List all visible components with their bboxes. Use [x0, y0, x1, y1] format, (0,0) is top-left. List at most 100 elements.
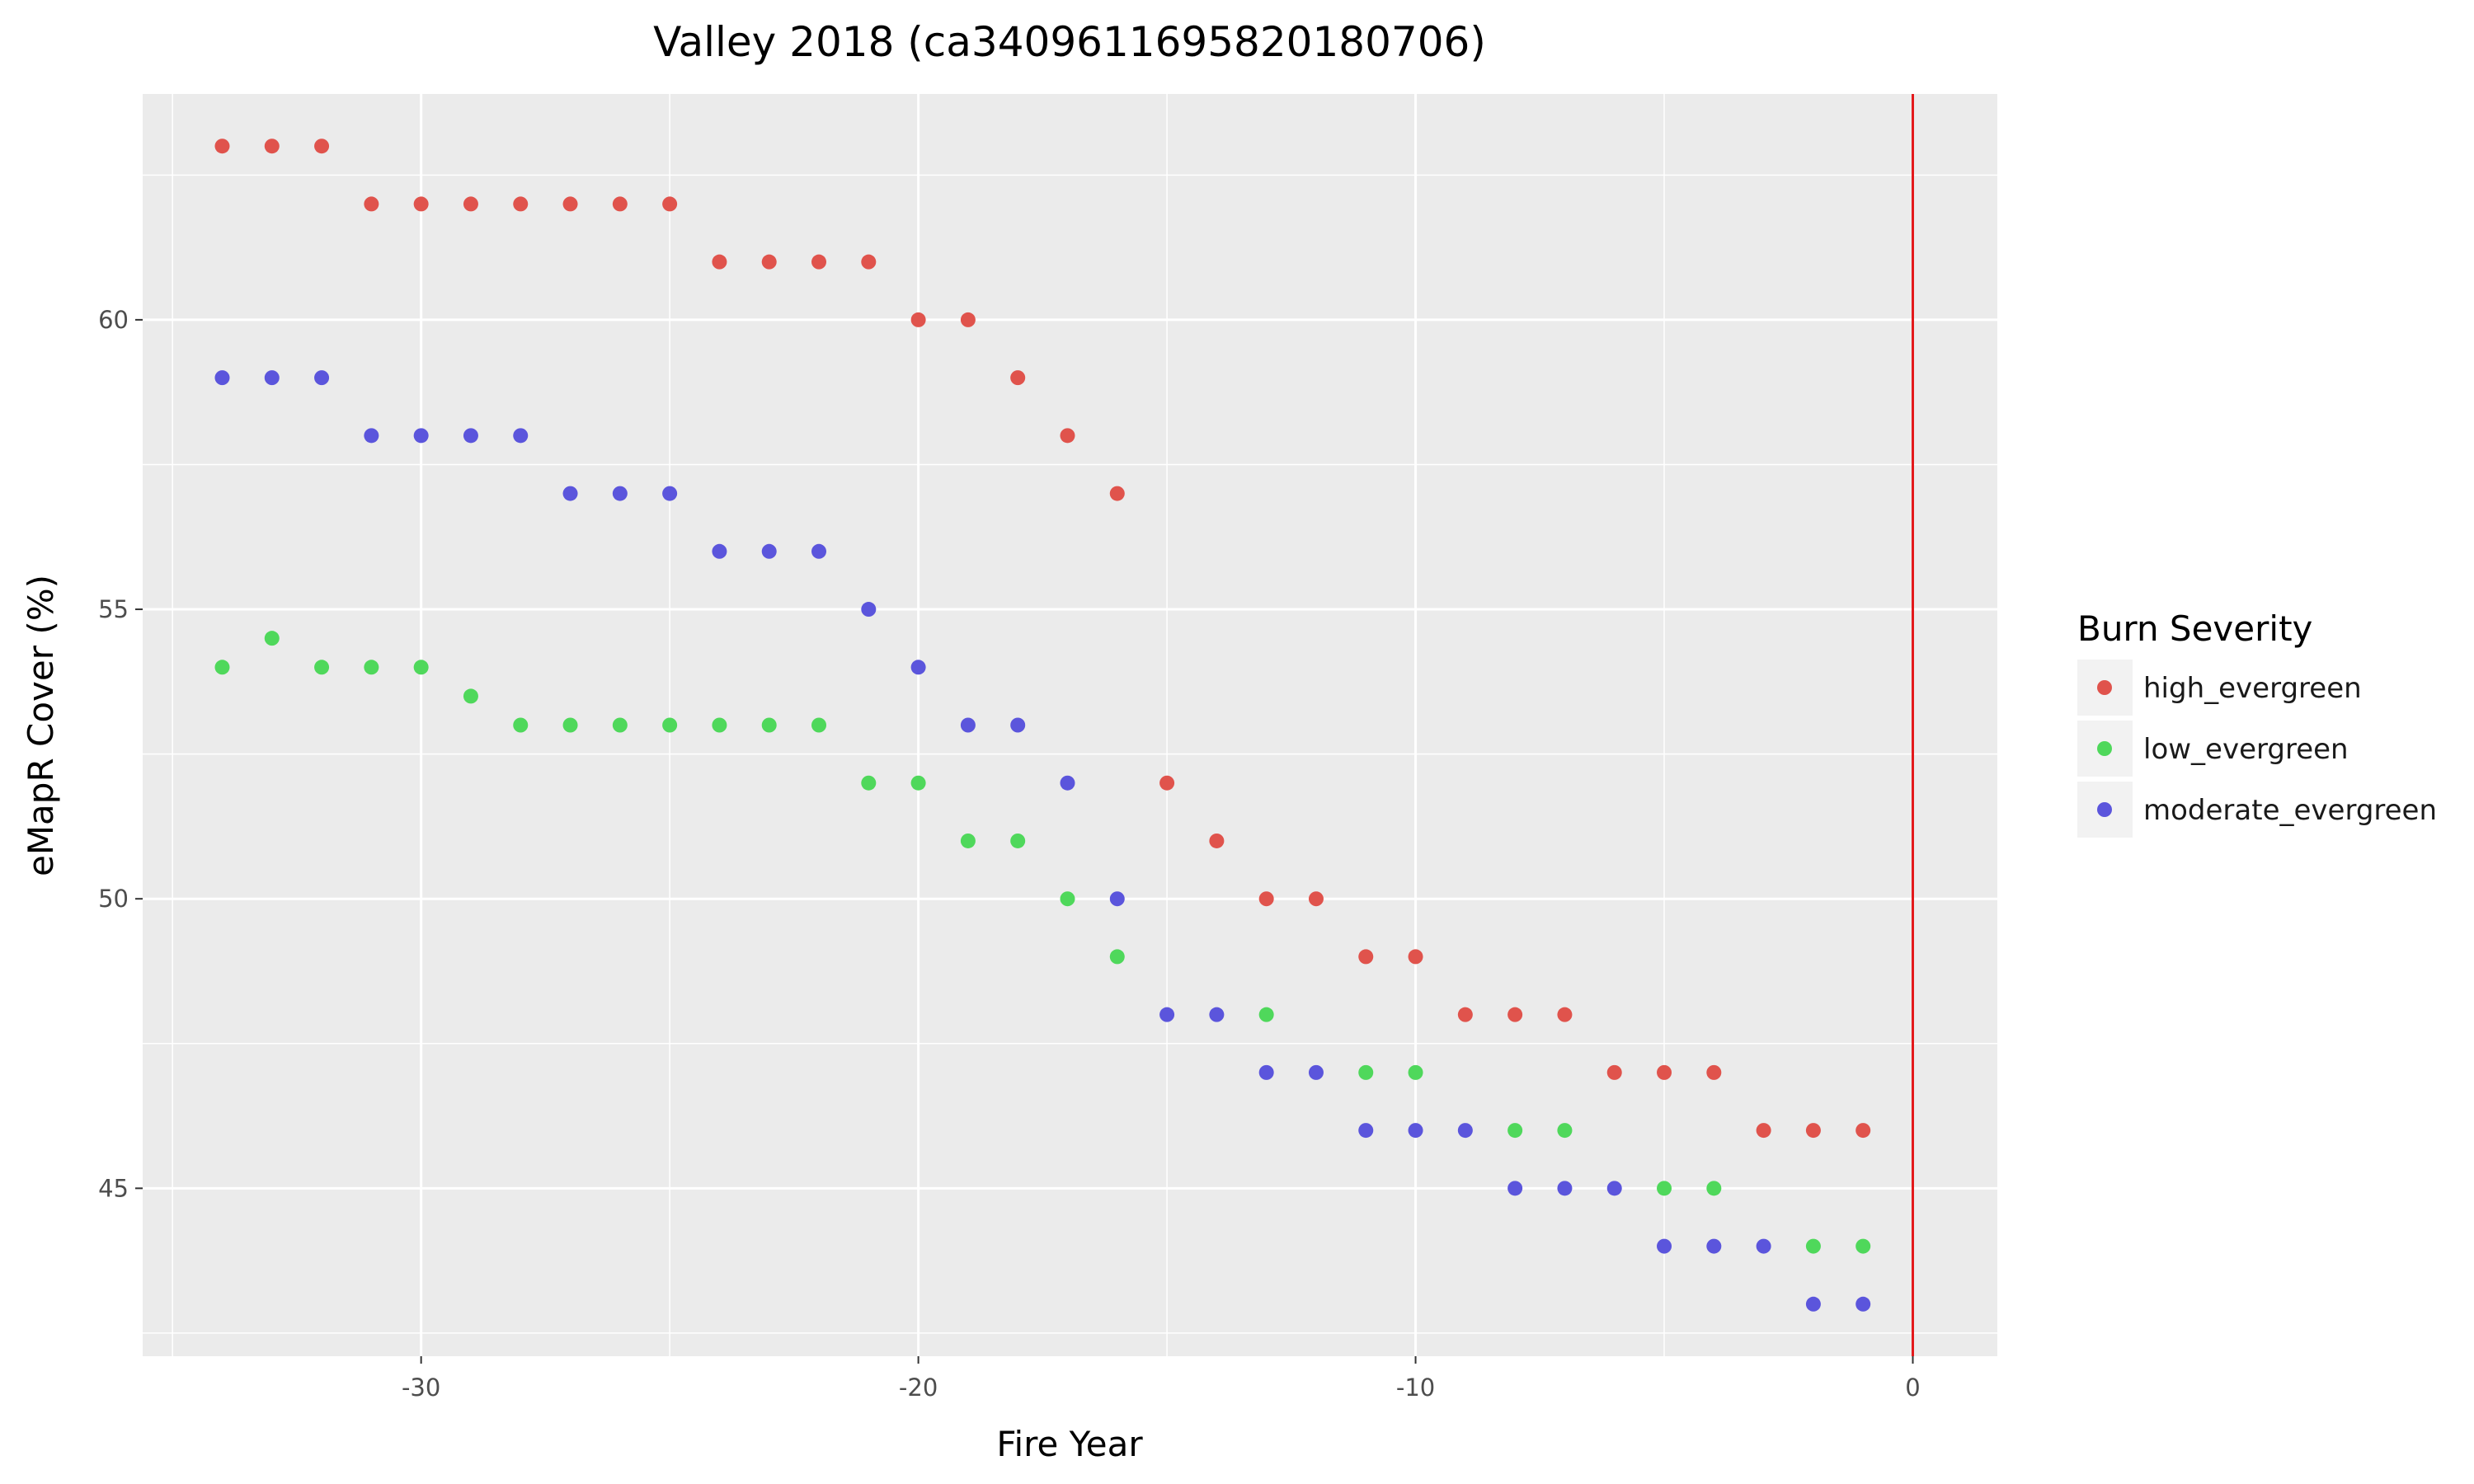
legend-swatch — [2097, 741, 2112, 756]
data-point — [910, 775, 926, 791]
legend-item: low_evergreen — [2077, 721, 2349, 777]
data-point — [811, 254, 827, 270]
data-point — [364, 660, 379, 675]
data-point — [1805, 1238, 1821, 1254]
data-point — [413, 196, 429, 212]
data-point — [1756, 1238, 1771, 1254]
data-point — [1408, 1123, 1423, 1139]
y-axis-title: eMapR Cover (%) — [21, 575, 61, 876]
data-point — [612, 717, 628, 733]
data-point — [1657, 1064, 1672, 1080]
legend-swatch — [2097, 680, 2112, 695]
x-axis-title: Fire Year — [996, 1424, 1143, 1464]
data-point — [712, 543, 727, 559]
data-point — [960, 833, 976, 848]
data-point — [1408, 1064, 1423, 1080]
data-point — [1756, 1123, 1771, 1139]
legend-item: high_evergreen — [2077, 660, 2362, 716]
data-point — [761, 717, 777, 733]
y-tick-label: 60 — [98, 306, 129, 334]
data-point — [314, 370, 330, 386]
data-point — [364, 196, 379, 212]
series-low_evergreen — [214, 631, 1871, 1254]
data-point — [662, 717, 678, 733]
data-point — [214, 139, 230, 154]
data-point — [761, 543, 777, 559]
data-point — [513, 196, 529, 212]
data-point — [1109, 891, 1125, 907]
y-axis-ticks: 45 50 55 60 — [98, 306, 143, 1202]
y-tick-label: 50 — [98, 885, 129, 913]
data-point — [1258, 1007, 1274, 1022]
data-point — [960, 312, 976, 327]
series-high_evergreen — [214, 139, 1871, 1139]
data-point — [314, 139, 330, 154]
data-point — [1159, 1007, 1175, 1022]
data-point — [562, 196, 578, 212]
data-point — [1557, 1123, 1573, 1139]
data-point — [463, 428, 478, 444]
data-point — [264, 631, 280, 646]
data-point — [1557, 1007, 1573, 1022]
chart-title: Valley 2018 (ca3409611695820180706) — [653, 18, 1486, 66]
data-point — [662, 196, 678, 212]
data-point — [1209, 1007, 1225, 1022]
data-point — [1457, 1007, 1473, 1022]
legend-title: Burn Severity — [2077, 608, 2312, 649]
data-point — [612, 196, 628, 212]
data-point — [513, 717, 529, 733]
data-point — [1856, 1238, 1871, 1254]
data-point — [662, 486, 678, 501]
series-moderate_evergreen — [214, 370, 1871, 1312]
data-point — [463, 688, 478, 704]
data-point — [1706, 1181, 1722, 1196]
legend-label: moderate_evergreen — [2143, 794, 2437, 827]
data-point — [861, 775, 877, 791]
data-point — [1010, 370, 1026, 386]
legend: Burn Severity high_evergreen low_evergree… — [2077, 608, 2437, 838]
legend-label: high_evergreen — [2143, 672, 2362, 705]
data-point — [1109, 949, 1125, 965]
data-point — [1657, 1181, 1672, 1196]
data-point — [264, 370, 280, 386]
data-point — [1856, 1123, 1871, 1139]
data-point — [562, 717, 578, 733]
data-point — [1706, 1064, 1722, 1080]
data-point — [1805, 1123, 1821, 1139]
data-point — [1657, 1238, 1672, 1254]
x-axis-ticks: -30 -20 -10 0 — [402, 1356, 1921, 1402]
data-point — [1358, 1064, 1374, 1080]
data-points — [214, 139, 1871, 1312]
plot-panel — [143, 94, 1997, 1356]
legend-items: high_evergreen low_evergreen moderate_ever… — [2077, 660, 2437, 838]
x-tick-label: -20 — [899, 1374, 938, 1402]
data-point — [1060, 775, 1075, 791]
data-point — [712, 254, 727, 270]
data-point — [1507, 1181, 1523, 1196]
data-point — [1606, 1064, 1622, 1080]
data-point — [761, 254, 777, 270]
data-point — [1358, 949, 1374, 965]
data-point — [1408, 949, 1423, 965]
data-point — [1706, 1238, 1722, 1254]
data-point — [1308, 1064, 1324, 1080]
data-point — [463, 196, 478, 212]
legend-label: low_evergreen — [2143, 733, 2349, 766]
data-point — [364, 428, 379, 444]
data-point — [612, 486, 628, 501]
data-point — [562, 486, 578, 501]
data-point — [1258, 891, 1274, 907]
data-point — [1060, 891, 1075, 907]
data-point — [1010, 717, 1026, 733]
data-point — [811, 717, 827, 733]
data-point — [1258, 1064, 1274, 1080]
y-tick-label: 55 — [98, 595, 129, 623]
data-point — [1010, 833, 1026, 848]
data-point — [861, 254, 877, 270]
data-point — [811, 543, 827, 559]
data-point — [1209, 833, 1225, 848]
data-point — [861, 602, 877, 618]
data-point — [1060, 428, 1075, 444]
data-point — [1358, 1123, 1374, 1139]
